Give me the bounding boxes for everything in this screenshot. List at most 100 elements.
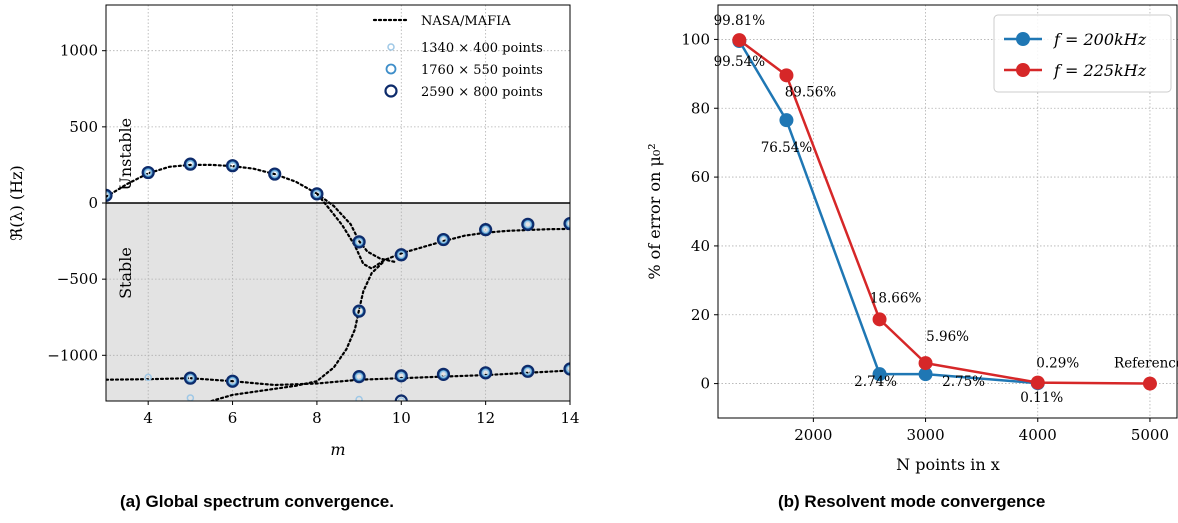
legend-label: 1760 × 550 points xyxy=(421,63,543,78)
data-point xyxy=(918,356,933,371)
data-label: 99.54% xyxy=(714,54,766,70)
data-point xyxy=(355,395,363,401)
legend-marker xyxy=(387,43,395,51)
data-point xyxy=(225,159,240,173)
data-point xyxy=(394,248,408,262)
legend-marker xyxy=(384,84,398,98)
x-tick-label: 3000 xyxy=(906,426,944,444)
data-label: 2.74% xyxy=(854,374,897,390)
data-point xyxy=(779,113,794,128)
data-point xyxy=(479,366,493,380)
data-point xyxy=(144,373,152,382)
legend-marker xyxy=(1016,32,1030,46)
data-point xyxy=(872,312,887,327)
data-point xyxy=(479,223,493,237)
data-point xyxy=(521,364,535,378)
x-tick-label: 6 xyxy=(228,409,238,427)
data-point xyxy=(436,232,451,247)
y-tick-label: 100 xyxy=(681,30,710,48)
data-point xyxy=(521,217,535,231)
unstable-label: Unstable xyxy=(116,118,135,191)
stable-region xyxy=(106,203,570,401)
data-point xyxy=(481,369,490,377)
y-tick-label: 1000 xyxy=(60,42,98,60)
data-point xyxy=(872,367,887,382)
stable-label: Stable xyxy=(116,247,135,299)
x-tick-label: 14 xyxy=(560,409,579,427)
y-tick-label: 40 xyxy=(691,237,710,255)
data-point xyxy=(186,374,195,382)
data-point xyxy=(397,372,406,380)
data-point xyxy=(563,216,570,231)
reference-curve xyxy=(210,259,386,401)
y-tick-label: 80 xyxy=(691,99,710,117)
data-point xyxy=(228,377,237,385)
data-point xyxy=(394,369,408,383)
data-label: Reference xyxy=(1114,356,1178,372)
data-point xyxy=(270,170,279,178)
data-point xyxy=(397,397,406,401)
x-tick-label: 8 xyxy=(312,409,322,427)
series-line xyxy=(738,39,1151,385)
data-point xyxy=(563,362,570,376)
data-point xyxy=(106,191,110,200)
legend-label: 2590 × 800 points xyxy=(421,85,543,100)
data-point xyxy=(352,235,366,249)
data-point xyxy=(352,304,366,318)
legend-box xyxy=(993,14,1172,93)
data-point xyxy=(481,225,490,234)
data-point xyxy=(779,68,794,83)
x-tick-label: 4000 xyxy=(1019,426,1057,444)
legend-label: 1340 × 400 points xyxy=(421,41,543,56)
chart-a: 4 6 8 10 12 14 −1000 −500 0 500 1000 m ℜ(λ) (Hz) Unst… xyxy=(7,4,580,459)
data-point xyxy=(1142,376,1157,391)
x-tick-label: 4 xyxy=(143,409,153,427)
y-tick-label: −1000 xyxy=(47,346,98,364)
data-label: 5.96% xyxy=(926,329,969,345)
data-point xyxy=(439,370,448,379)
y-tick-label: −500 xyxy=(57,270,98,288)
data-point xyxy=(439,235,448,244)
data-point xyxy=(355,372,363,381)
legend-label: NASA/MAFIA xyxy=(421,14,511,29)
reference-curve xyxy=(106,369,570,387)
x-axis-label: m xyxy=(330,440,345,459)
data-point xyxy=(566,219,570,228)
data-label: 76.54% xyxy=(761,140,813,156)
legend-marker xyxy=(385,63,397,75)
data-point xyxy=(183,371,197,385)
data-point xyxy=(141,165,155,180)
legend-label: f = 225kHz xyxy=(1053,61,1147,80)
data-point xyxy=(436,367,451,381)
reference-curve xyxy=(315,192,399,264)
data-point xyxy=(228,161,237,170)
y-tick-label: 60 xyxy=(691,168,710,186)
data-point xyxy=(268,167,282,181)
y-tick-label: 0 xyxy=(700,375,710,393)
data-point xyxy=(310,187,324,201)
data-point xyxy=(524,367,532,376)
y-tick-label: 20 xyxy=(691,306,710,324)
legend-label: f = 200kHz xyxy=(1053,30,1147,49)
data-point xyxy=(918,367,933,382)
legend-marker xyxy=(1016,63,1030,77)
plot-frame-b xyxy=(717,4,1178,419)
y-axis-label: % of error on μ₀² xyxy=(645,143,664,279)
data-point xyxy=(186,160,195,168)
data-point xyxy=(524,220,532,229)
data-point xyxy=(355,238,363,246)
data-label: 99.81% xyxy=(714,13,766,29)
x-tick-label: 10 xyxy=(392,409,411,427)
x-tick-label: 12 xyxy=(476,409,495,427)
data-point xyxy=(225,374,240,388)
caption-a: (a) Global spectrum convergence. xyxy=(120,492,394,511)
data-label: 0.29% xyxy=(1036,356,1079,372)
data-point xyxy=(1030,375,1045,390)
x-tick-label: 2000 xyxy=(794,426,832,444)
data-label: 89.56% xyxy=(785,84,837,100)
data-label: 2.75% xyxy=(942,374,985,390)
plot-area-a xyxy=(106,157,570,401)
data-point xyxy=(394,394,408,401)
data-point xyxy=(566,365,570,373)
